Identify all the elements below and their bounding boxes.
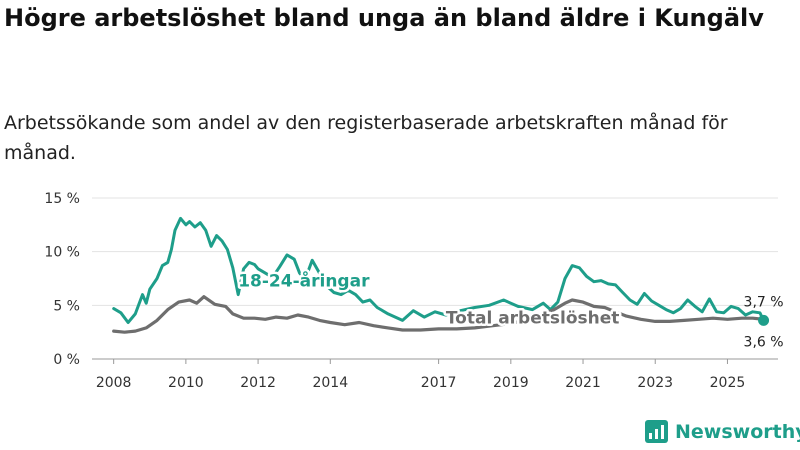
newsworthy-logo-icon <box>645 420 668 443</box>
series-label-youth: 18-24-åringar <box>238 270 370 292</box>
x-tick-label: 2019 <box>493 375 529 391</box>
y-tick-label: 10 % <box>44 245 80 261</box>
end-label-youth: 3,6 % <box>744 334 784 350</box>
x-tick-label: 2023 <box>637 375 673 391</box>
y-tick-label: 15 % <box>44 191 80 207</box>
x-tick-label: 2025 <box>710 375 746 391</box>
series-lines <box>112 216 766 334</box>
x-tick-label: 2008 <box>96 375 132 391</box>
gridlines <box>92 197 778 306</box>
series-line-total <box>112 295 766 334</box>
series-label-total: Total arbetslöshet <box>446 309 620 329</box>
series-line-youth <box>112 216 766 324</box>
y-tick-label: 0 % <box>53 352 80 368</box>
x-tick-label: 2017 <box>421 375 457 391</box>
brand-logo: Newsworthy <box>645 420 800 443</box>
chart-title: Högre arbetslöshet bland unga än bland ä… <box>4 4 764 32</box>
end-point-youth <box>758 314 770 326</box>
x-tick-label: 2012 <box>240 375 276 391</box>
series-labels: 18-24-åringar Total arbetslöshet 3,7 % 3,6 … <box>236 267 784 350</box>
end-label-total: 3,7 % <box>744 294 784 310</box>
axes: 0 % 5 % 10 % 15 % 2008 2010 2012 2014 2017 2019 20… <box>44 191 778 391</box>
chart-subtitle: Arbetssökande som andel av den registerb… <box>4 112 728 164</box>
brand-name: Newsworthy <box>675 420 800 443</box>
x-tick-label: 2010 <box>168 375 204 391</box>
y-tick-label: 5 % <box>53 298 80 314</box>
x-tick-label: 2021 <box>565 375 601 391</box>
x-tick-label: 2014 <box>312 375 348 391</box>
